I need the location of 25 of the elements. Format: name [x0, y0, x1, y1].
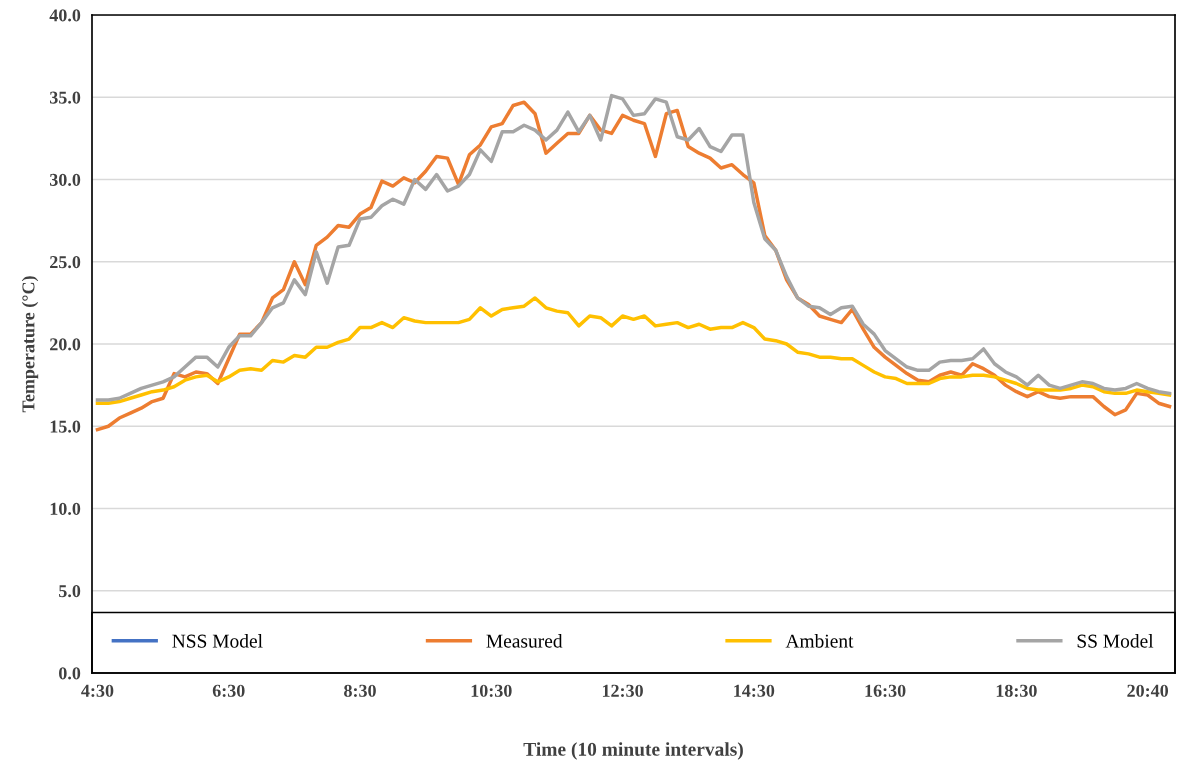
x-tick-label: 6:30	[212, 684, 245, 697]
y-axis-title: Temperature (°C)	[21, 276, 39, 413]
y-tick-label: 5.0	[59, 585, 81, 598]
x-tick-label: 14:30	[734, 684, 775, 697]
y-tick-label: 25.0	[50, 256, 81, 269]
line-series	[95, 296, 1172, 405]
x-axis-title: Time (10 minute intervals)	[523, 742, 743, 760]
legend-label: NSS Model	[172, 633, 263, 648]
y-tick-label: 15.0	[50, 420, 81, 433]
y-tick-label: 20.0	[50, 338, 81, 351]
legend-label: Measured	[486, 633, 563, 648]
x-tick-label: 16:30	[865, 684, 906, 697]
x-tick-label: 4:30	[81, 684, 114, 697]
y-tick-label: 30.0	[49, 173, 81, 187]
legend-label: SS Model	[1077, 633, 1154, 648]
x-tick-label: 8:30	[344, 684, 376, 697]
x-tick-label: 18:30	[996, 684, 1037, 697]
x-tick-label: 10:30	[471, 684, 512, 697]
y-tick-label: 10.0	[50, 502, 81, 516]
y-tick-label: 40.0	[49, 9, 81, 22]
legend-label: Ambient	[785, 633, 854, 648]
x-tick-label: 12:30	[602, 684, 643, 697]
x-tick-label: 20:40	[1127, 684, 1169, 697]
y-tick-label: 35.0	[49, 91, 81, 104]
y-tick-label: 0.0	[59, 667, 81, 680]
